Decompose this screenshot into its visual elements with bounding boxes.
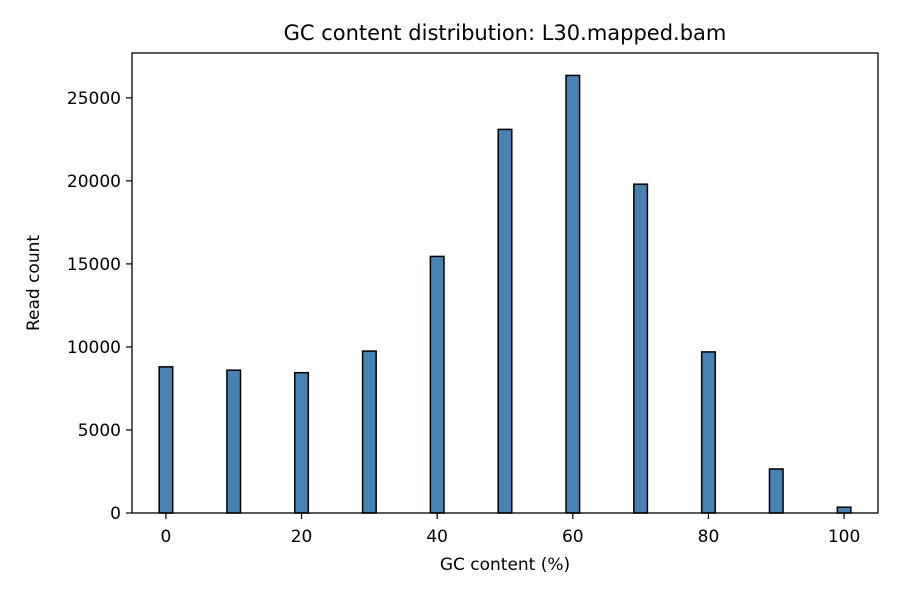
- y-tick-label: 15000: [67, 255, 121, 275]
- bars-group: [158, 74, 852, 514]
- y-axis: 0 5000 10000 15000 20000 25000: [67, 89, 132, 524]
- bar-gc-10: [226, 369, 242, 514]
- bar-gc-60: [565, 74, 581, 514]
- x-axis-title: GC content (%): [440, 555, 570, 575]
- bar-gc-0: [158, 366, 174, 514]
- bar-gc-80: [700, 351, 716, 514]
- y-tick-label: 25000: [67, 89, 121, 109]
- y-tick-label: 20000: [67, 172, 121, 192]
- bar-gc-70: [633, 183, 649, 514]
- y-tick-label: 10000: [67, 338, 121, 358]
- bar-gc-50: [497, 128, 513, 514]
- x-axis: 0 20 40 60 80 100: [160, 513, 860, 547]
- chart-title: GC content distribution: L30.mapped.bam: [284, 21, 727, 45]
- x-tick-label: 100: [828, 527, 860, 547]
- x-tick-label: 0: [160, 527, 171, 547]
- bar-gc-20: [294, 371, 310, 514]
- bar-gc-90: [768, 468, 784, 514]
- bar-gc-30: [361, 350, 377, 514]
- x-tick-label: 60: [562, 527, 584, 547]
- y-tick-label: 5000: [78, 421, 121, 441]
- x-tick-label: 20: [291, 527, 313, 547]
- x-tick-label: 80: [698, 527, 720, 547]
- plot-frame: [131, 52, 879, 514]
- y-axis-title: Read count: [24, 235, 44, 331]
- bar-gc-40: [429, 255, 445, 514]
- x-tick-label: 40: [426, 527, 448, 547]
- y-tick-label: 0: [110, 504, 121, 524]
- bar-gc-100: [836, 506, 852, 514]
